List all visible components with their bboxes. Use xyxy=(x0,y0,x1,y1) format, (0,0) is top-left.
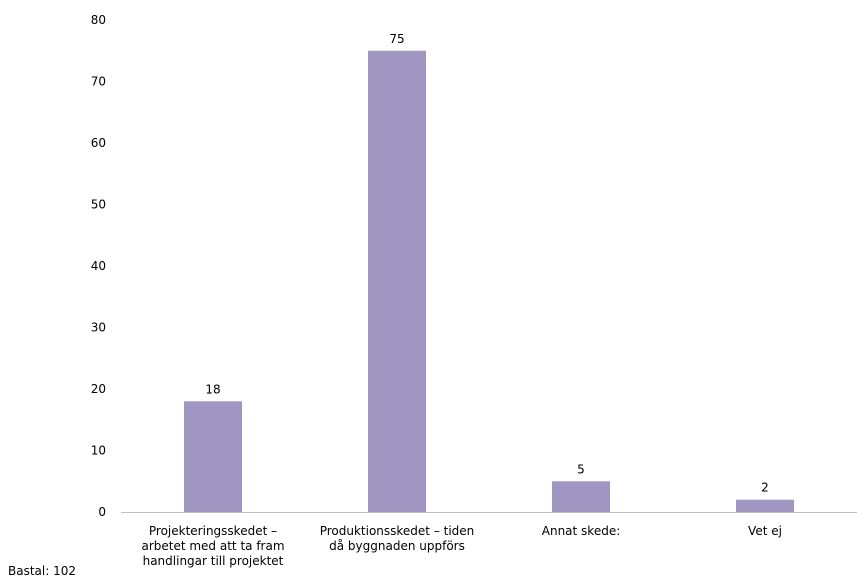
y-tick-label: 50 xyxy=(91,198,106,212)
y-tick-label: 20 xyxy=(91,382,106,396)
y-axis-ticks: 0 10 20 30 40 50 60 70 80 xyxy=(91,13,106,519)
bar xyxy=(368,50,426,512)
data-labels: 18 75 5 2 xyxy=(205,32,768,495)
x-axis-labels: Projekteringsskedet – arbetet med att ta … xyxy=(141,524,781,568)
bar-value-label: 5 xyxy=(577,462,585,476)
y-tick-label: 0 xyxy=(98,505,106,519)
x-category-label: Produktionsskedet – tiden då byggnaden up… xyxy=(320,524,475,553)
y-tick-label: 60 xyxy=(91,136,106,150)
base-count-note: Bastal: 102 xyxy=(8,564,76,578)
x-category-label: Annat skede: xyxy=(542,524,621,538)
y-tick-label: 30 xyxy=(91,321,106,335)
y-tick-label: 40 xyxy=(91,259,106,273)
y-tick-label: 10 xyxy=(91,444,106,458)
bar xyxy=(552,481,610,512)
bar-value-label: 75 xyxy=(389,32,404,46)
bar xyxy=(184,401,242,512)
bar-value-label: 2 xyxy=(761,481,769,495)
x-category-label: Vet ej xyxy=(748,524,782,538)
bar xyxy=(736,499,794,512)
bars xyxy=(184,50,794,512)
x-category-label: Projekteringsskedet – arbetet med att ta … xyxy=(141,524,284,568)
y-tick-label: 70 xyxy=(91,75,106,89)
bar-value-label: 18 xyxy=(205,382,220,396)
y-tick-label: 80 xyxy=(91,13,106,27)
